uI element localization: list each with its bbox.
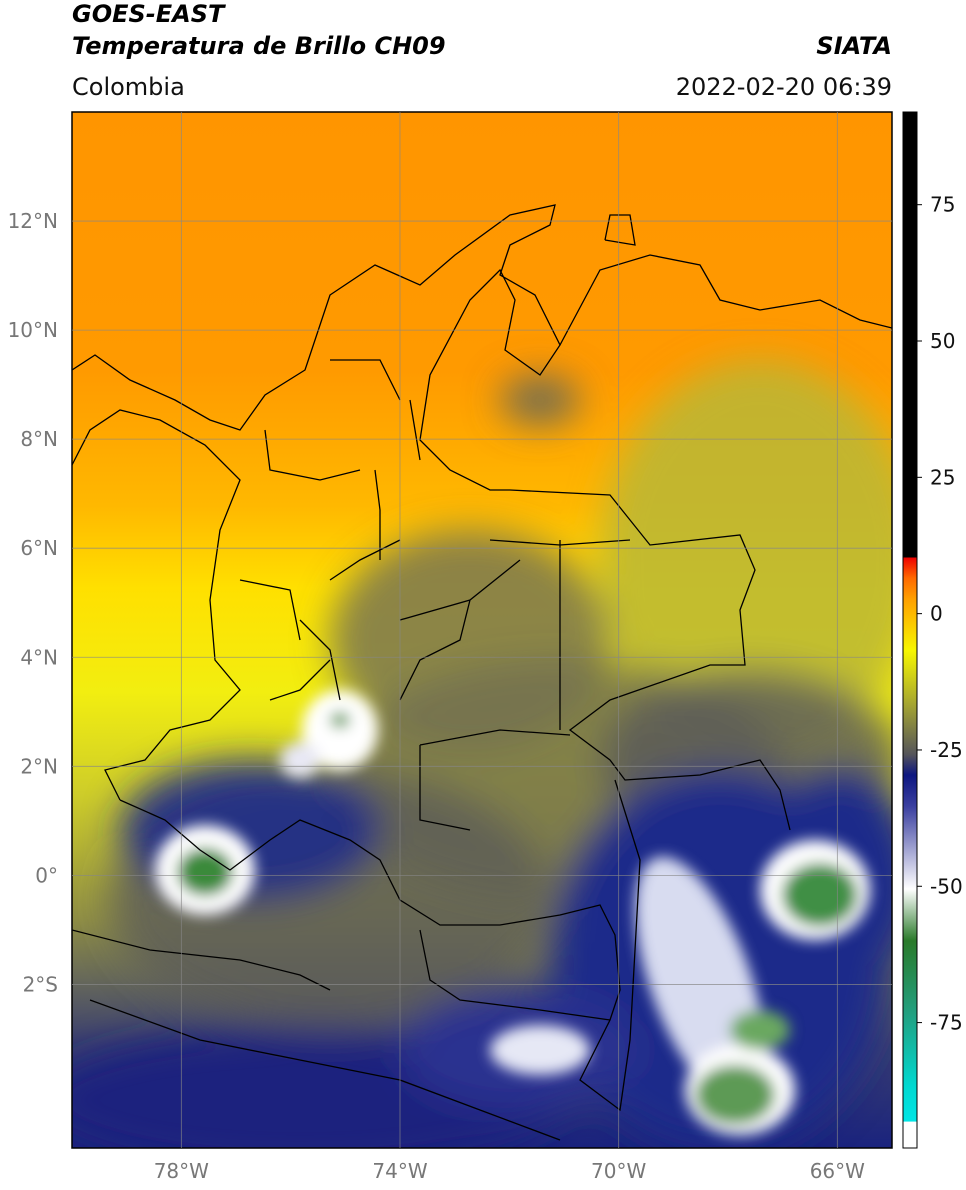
y-tick-label: 2°S (23, 972, 58, 996)
colorbar (902, 111, 918, 1149)
map-frame (71, 111, 893, 1149)
subtitle: Temperatura de Brillo CH09 (72, 32, 446, 60)
colorbar-tick-label: -75 (930, 1011, 963, 1035)
x-tick-label: 74°W (372, 1159, 427, 1183)
x-tick-label: 66°W (810, 1159, 865, 1183)
colorbar-tick-label: -50 (930, 874, 963, 898)
colorbar-tick-label: 75 (930, 193, 955, 217)
source: SIATA (816, 32, 892, 60)
y-tick-label: 0° (35, 863, 58, 887)
y-tick-label: 12°N (8, 209, 58, 233)
colorbar-tick-label: 50 (930, 329, 955, 353)
colorbar-tick-label: 25 (930, 465, 955, 489)
satellite-image (72, 112, 892, 1148)
datetime: 2022-02-20 06:39 (676, 73, 892, 101)
title: GOES-EAST (72, 0, 226, 28)
colorbar-tick-label: 0 (930, 602, 943, 626)
region: Colombia (72, 73, 185, 101)
y-tick-label: 6°N (20, 536, 58, 560)
y-tick-label: 8°N (20, 427, 58, 451)
y-tick-label: 2°N (20, 754, 58, 778)
x-tick-label: 70°W (591, 1159, 646, 1183)
colorbar-tick-label: -25 (930, 738, 963, 762)
y-tick-label: 10°N (8, 318, 58, 342)
x-tick-label: 78°W (154, 1159, 209, 1183)
borders (72, 204, 892, 1141)
y-tick-label: 4°N (20, 645, 58, 669)
